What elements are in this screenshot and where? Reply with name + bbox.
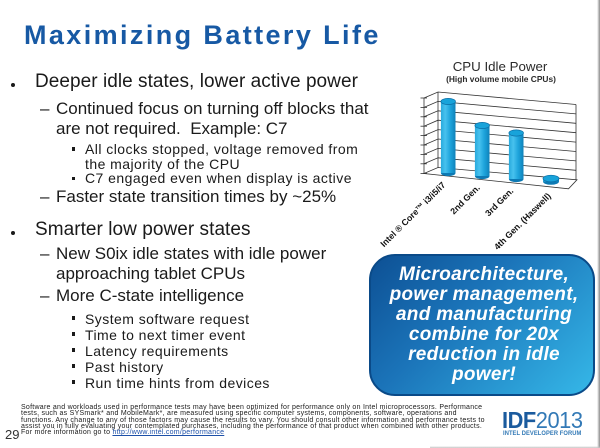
svg-text:Intel ® Core™ i3/i5/i7: Intel ® Core™ i3/i5/i7 [378, 180, 447, 249]
svg-text:2nd Gen.: 2nd Gen. [448, 183, 482, 217]
svg-text:3rd Gen.: 3rd Gen. [483, 186, 515, 218]
